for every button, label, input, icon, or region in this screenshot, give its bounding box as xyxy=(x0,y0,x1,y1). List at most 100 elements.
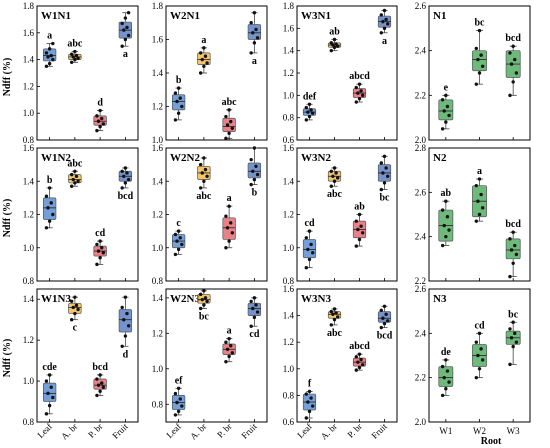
x-category-label: A. br xyxy=(59,421,79,441)
y-tick-label: 1.6 xyxy=(152,35,164,45)
significance-letters: abc xyxy=(327,189,343,200)
panel-title: W3N3 xyxy=(301,293,331,305)
data-point xyxy=(95,393,99,398)
data-point xyxy=(386,174,390,178)
y-tick-label: 1.0 xyxy=(152,135,164,145)
box-w3: bcd xyxy=(505,33,521,140)
data-point xyxy=(474,46,478,51)
data-point xyxy=(255,36,260,40)
panel-title: N1 xyxy=(433,10,446,22)
data-point xyxy=(69,317,74,322)
data-point xyxy=(359,224,363,228)
data-point xyxy=(440,208,445,212)
data-point xyxy=(252,11,257,15)
y-tick-label: 1.4 xyxy=(283,311,295,321)
data-point xyxy=(101,385,106,389)
data-point xyxy=(251,169,255,173)
data-point xyxy=(95,262,99,267)
data-point xyxy=(445,215,450,219)
y-tick-label: 0.6 xyxy=(283,135,295,145)
data-point xyxy=(202,156,206,160)
data-point xyxy=(125,311,129,316)
data-point xyxy=(511,230,515,234)
data-point xyxy=(254,303,258,307)
y-tick-label: 1.8 xyxy=(283,1,295,11)
panel-w2n2: 0.8 1.0 1.2 1.4 1.6 W2N2 c abc a b xyxy=(152,143,268,286)
box-a-br: ab xyxy=(327,27,342,140)
data-point xyxy=(176,386,181,391)
box-p-br: ab xyxy=(352,202,367,281)
box-leaf: def xyxy=(303,91,317,140)
y-tick-label: 1.2 xyxy=(283,337,294,347)
data-point xyxy=(474,219,478,223)
data-point xyxy=(173,118,178,122)
data-point xyxy=(47,61,52,66)
box-p-br: d xyxy=(93,98,107,140)
data-point xyxy=(230,126,235,130)
data-point xyxy=(98,239,102,243)
x-category-label: Fruit xyxy=(110,421,130,441)
data-point xyxy=(74,53,79,58)
significance-letters: def xyxy=(303,91,317,102)
data-point xyxy=(307,409,312,414)
data-point xyxy=(384,312,388,316)
data-point xyxy=(249,21,253,25)
data-point xyxy=(180,104,184,109)
data-point xyxy=(120,169,124,173)
y-tick-label: 0.8 xyxy=(23,417,35,427)
data-point xyxy=(309,108,313,112)
data-point xyxy=(251,306,255,311)
iqr-box xyxy=(118,309,133,333)
y-tick-label: 1.0 xyxy=(23,243,35,253)
data-point xyxy=(508,93,512,98)
y-tick-label: 2.6 xyxy=(415,187,427,197)
x-category-label: A. br xyxy=(319,421,339,441)
data-point xyxy=(513,57,517,62)
data-point xyxy=(329,169,333,173)
data-point xyxy=(444,358,448,362)
significance-letters: c xyxy=(176,218,181,229)
data-point xyxy=(224,136,228,141)
box-leaf: cd xyxy=(302,218,317,281)
data-point xyxy=(508,51,512,55)
data-point xyxy=(95,114,99,118)
data-point xyxy=(202,64,206,69)
data-point xyxy=(334,42,338,46)
data-point xyxy=(44,64,49,69)
data-point xyxy=(511,44,515,48)
data-point xyxy=(51,212,55,217)
data-point xyxy=(224,114,228,119)
significance-letters: ef xyxy=(175,375,183,386)
significance-letters: bc xyxy=(199,312,210,323)
y-tick-label: 1.8 xyxy=(152,1,164,11)
data-point xyxy=(173,91,178,95)
data-point xyxy=(332,179,337,183)
data-point xyxy=(69,60,74,64)
panels-group: 0.81.01.21.41.61.8W1N1aabcda1.01.21.41.6… xyxy=(23,1,531,441)
data-point xyxy=(123,295,128,299)
data-point xyxy=(249,157,253,162)
y-tick-label: 2.0 xyxy=(415,135,427,145)
y-axis-title-row-1: Ndff (%) xyxy=(2,58,13,97)
data-point xyxy=(229,119,233,124)
data-point xyxy=(306,247,310,252)
x-category-label: A. br xyxy=(188,421,208,441)
significance-letters: c xyxy=(73,323,78,334)
data-point xyxy=(332,317,337,322)
data-point xyxy=(200,297,204,302)
data-point xyxy=(227,336,231,341)
significance-letters: abcd xyxy=(349,71,370,82)
data-point xyxy=(47,219,52,223)
data-point xyxy=(198,306,203,311)
box-fruit: a xyxy=(247,11,262,140)
data-point xyxy=(356,360,360,364)
y-tick-label: 1.0 xyxy=(23,376,35,386)
data-point xyxy=(444,93,448,98)
data-point xyxy=(306,110,310,114)
data-point xyxy=(477,177,482,181)
panel-frame xyxy=(165,288,268,423)
data-point xyxy=(198,71,203,75)
panel-n3: 2.0 2.2 2.4 2.6 N3 de W1 cd W2 bc W3 xyxy=(415,284,531,436)
y-tick-label: 1.2 xyxy=(283,68,294,78)
